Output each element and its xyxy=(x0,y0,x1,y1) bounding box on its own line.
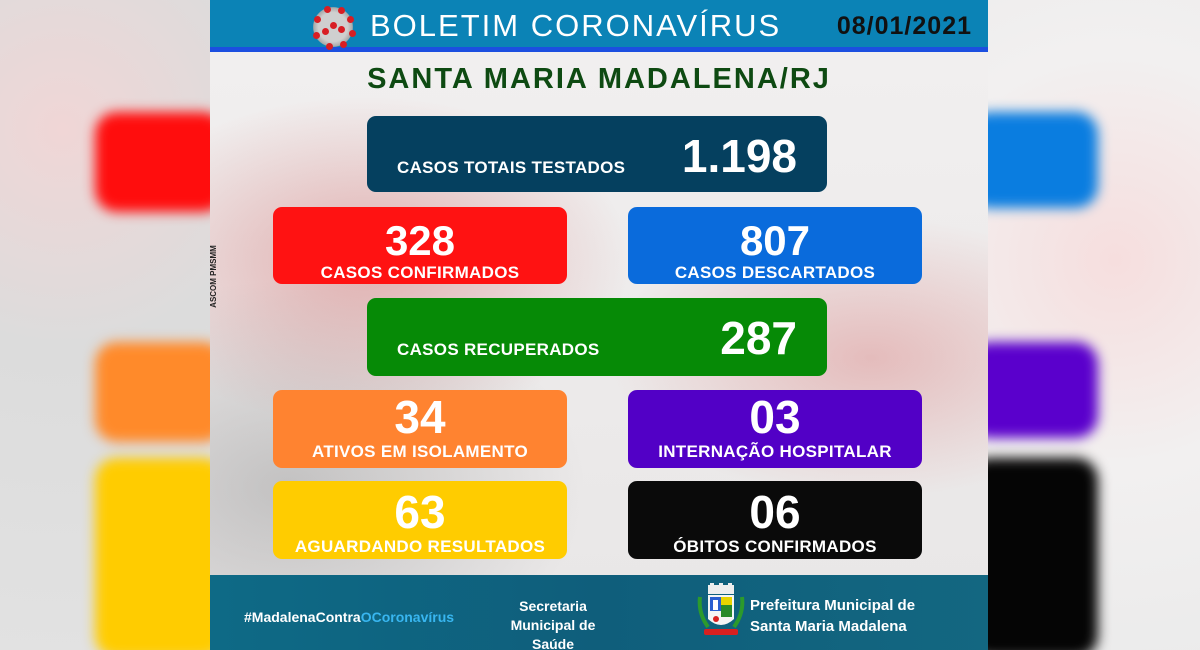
blurred-orange-block xyxy=(95,342,210,442)
card-label: INTERNAÇÃO HOSPITALAR xyxy=(658,442,892,461)
card-aguardando: 63 AGUARDANDO RESULTADOS xyxy=(273,481,567,559)
card-value: 06 xyxy=(749,486,801,538)
card-recuperados: CASOS RECUPERADOS 287 xyxy=(367,298,827,376)
card-value: 34 xyxy=(394,391,446,443)
card-isolamento: 34 ATIVOS EM ISOLAMENTO xyxy=(273,390,567,468)
card-confirmados: 328 CASOS CONFIRMADOS xyxy=(273,207,567,284)
card-testados: CASOS TOTAIS TESTADOS 1.198 xyxy=(367,116,827,192)
background-left xyxy=(0,0,210,650)
card-obitos: 06 ÓBITOS CONFIRMADOS xyxy=(628,481,922,559)
secretariat-line1: Secretaria xyxy=(519,598,587,614)
city-name: SANTA MARIA MADALENA/RJ xyxy=(367,63,831,95)
header-bar: BOLETIM CORONAVÍRUS 08/01/2021 xyxy=(210,0,988,52)
card-label: CASOS DESCARTADOS xyxy=(674,263,876,282)
health-secretariat: Secretaria Municipal de Saúde xyxy=(498,597,608,650)
city-hall-line2: Santa Maria Madalena xyxy=(750,618,907,635)
coronavirus-icon xyxy=(310,4,356,50)
card-label: ÓBITOS CONFIRMADOS xyxy=(673,537,877,556)
card-internacao: 03 INTERNAÇÃO HOSPITALAR xyxy=(628,390,922,468)
blurred-red-block xyxy=(95,112,210,212)
hashtag-highlight: OCoronavírus xyxy=(360,609,455,625)
card-value: 63 xyxy=(394,486,446,538)
card-value: 287 xyxy=(720,312,797,364)
card-value: 03 xyxy=(749,391,801,443)
blurred-black-block xyxy=(988,458,1098,650)
hashtag-prefix: #MadalenaContra xyxy=(244,609,361,625)
secretariat-line2: Municipal de Saúde xyxy=(510,617,596,650)
background-right xyxy=(988,0,1200,650)
card-label: ATIVOS EM ISOLAMENTO xyxy=(312,442,528,461)
blurred-blue-block xyxy=(988,112,1098,208)
card-label: CASOS RECUPERADOS xyxy=(397,340,600,359)
footer-bar: #MadalenaContraOCoronavírus Secretaria M… xyxy=(210,575,988,650)
card-label: CASOS CONFIRMADOS xyxy=(320,263,520,282)
photo-credit: ASCOM PMSMM xyxy=(210,245,218,308)
card-descartados: 807 CASOS DESCARTADOS xyxy=(628,207,922,284)
card-value: 328 xyxy=(384,217,456,264)
bulletin-title: BOLETIM CORONAVÍRUS xyxy=(370,8,782,43)
municipal-crest-icon xyxy=(697,583,745,635)
bulletin-poster: BOLETIM CORONAVÍRUS 08/01/2021 SANTA MAR… xyxy=(210,0,988,650)
bulletin-date: 08/01/2021 xyxy=(836,12,972,40)
card-value: 807 xyxy=(739,217,811,264)
blurred-yellow-block xyxy=(95,458,210,650)
card-value: 1.198 xyxy=(681,130,797,182)
city-hall-name: Prefeitura Municipal de Santa Maria Mada… xyxy=(750,595,915,637)
blurred-purple-block xyxy=(988,342,1098,438)
city-hall-line1: Prefeitura Municipal de xyxy=(750,597,916,614)
campaign-hashtag: #MadalenaContraOCoronavírus xyxy=(244,609,454,625)
card-label: CASOS TOTAIS TESTADOS xyxy=(397,158,626,177)
card-label: AGUARDANDO RESULTADOS xyxy=(294,537,546,556)
